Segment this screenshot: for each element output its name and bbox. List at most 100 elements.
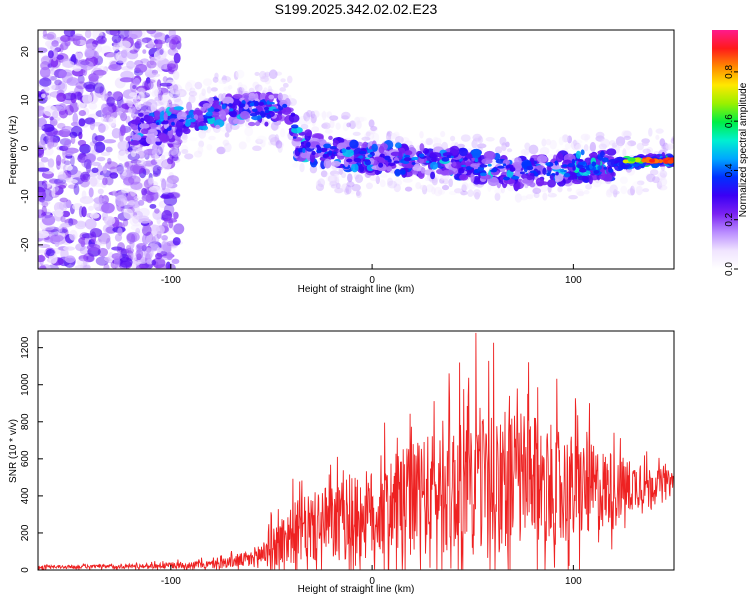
spectrogram-cell [149,203,157,209]
snr-x-label: Height of straight line (km) [298,584,415,595]
spectrogram-cell [173,98,184,107]
spectrogram-cell [511,175,520,180]
spectrogram-cell [109,30,121,36]
spectrogram-cell [111,246,123,251]
spectrogram-cell [88,73,99,82]
spectrogram-cell [320,147,328,153]
spectrogram-cell [83,158,92,170]
spectrogram-cell [146,30,157,35]
spectrogram-cell [471,139,478,149]
spectrogram-cell [106,96,115,107]
spectrogram-cell [572,166,576,171]
spectrogram-cell [38,105,45,117]
spectrogram-cell [545,162,550,166]
spectrogram-cell [496,165,505,169]
spectrogram-cell [111,34,122,44]
spectrogram-cell [291,126,303,134]
spectrogram-cell [58,225,63,233]
spectrogram-cell [108,252,114,262]
spectrogram-cell [302,147,306,154]
spectrogram-cell [305,117,312,125]
spectrogram-cell [55,103,68,111]
spectrogram-cell [192,109,204,116]
spectrogram-cell [659,138,666,147]
spectrogram-cell [117,140,129,151]
spectrogram-cell [129,49,138,54]
spectrogram-cell [136,159,147,167]
spectrogram-cell [431,186,436,195]
spectrogram-cell [39,196,46,203]
spectrogram-cell [91,161,101,166]
spectrogram-cell [156,79,162,90]
spectrogram-cell [135,264,147,269]
spectrogram-cell [103,216,116,226]
spectrogram-cell [135,249,144,260]
spectrogram-cell [117,227,123,237]
spectrogram-cell [105,30,119,36]
spectrogram-cell [198,140,205,148]
spectrogram-cell [514,193,523,203]
spectrogram-cell [411,162,416,166]
spectrogram-cell [671,136,674,142]
spectrogram-cell [366,164,374,172]
spectrogram-cell [161,94,168,104]
spectrogram-cell [411,156,419,161]
spectrogram-cell [61,210,71,218]
spectrogram-cell [162,76,168,83]
spectrogram-cell [559,168,565,173]
spectrogram-cell [89,228,103,238]
spectrogram-cell [123,208,134,220]
spectrogram-cell [227,85,233,90]
spectrogram-cell [570,140,580,151]
spectrogram-cell [138,37,148,45]
spectrogram-cell [147,41,154,49]
spectrogram-cell [159,133,170,143]
spectrogram-cell [150,103,158,113]
spectrogram-cell [583,190,590,195]
spectrogram-cell [254,71,260,77]
spectrogram-cell [379,179,386,188]
spectrogram-cell [603,166,608,170]
spectrogram-cell [49,116,54,121]
spectrogram-cell [163,151,171,157]
spectrogram-cell [349,139,359,149]
spectrogram-cell [56,122,66,130]
spectrogram-cell [84,48,95,59]
spectrogram-cell [546,172,551,177]
spectrogram-cell [171,121,175,126]
spectrogram-cell [575,150,582,159]
spectrogram-cell [88,187,94,198]
spectrogram-cell [344,188,350,196]
spectrogram-cell [300,123,309,130]
spectrogram-cell [627,188,636,196]
y-tick-label: 0 [20,567,31,573]
spectrogram-cell [56,54,64,60]
spectrogram-cell [148,185,161,193]
spectrogram-cell [268,94,275,100]
spectrogram-cell [328,135,333,141]
spectrogram-cell [385,131,392,142]
snr-frame [37,330,675,571]
spectrogram-cell [461,181,469,192]
spectrogram-cell [419,143,425,152]
spectrogram-cell [372,132,380,143]
spectrogram-cell [105,237,111,250]
spectrogram-cell [622,159,629,164]
spectrogram-cell [97,188,104,195]
spectrogram-cell [81,206,87,218]
spectrogram-cell [539,184,548,193]
spectrogram-cell [593,170,600,174]
spectrogram-cell [102,177,108,186]
spectrogram-cell [61,158,66,164]
spectrogram-cell [81,190,87,200]
spectrogram-cell [323,158,332,169]
spectrogram-cell [667,159,674,164]
spectrogram-cell [38,230,50,239]
spectrogram-cell [202,102,212,109]
spectrogram-cell [140,149,149,158]
spectrogram-cell [541,138,547,147]
spectrogram-cell [154,88,160,97]
spectrogram-cell [111,127,121,139]
spectrogram-cell [628,139,634,148]
spectrogram-cell [138,112,144,117]
